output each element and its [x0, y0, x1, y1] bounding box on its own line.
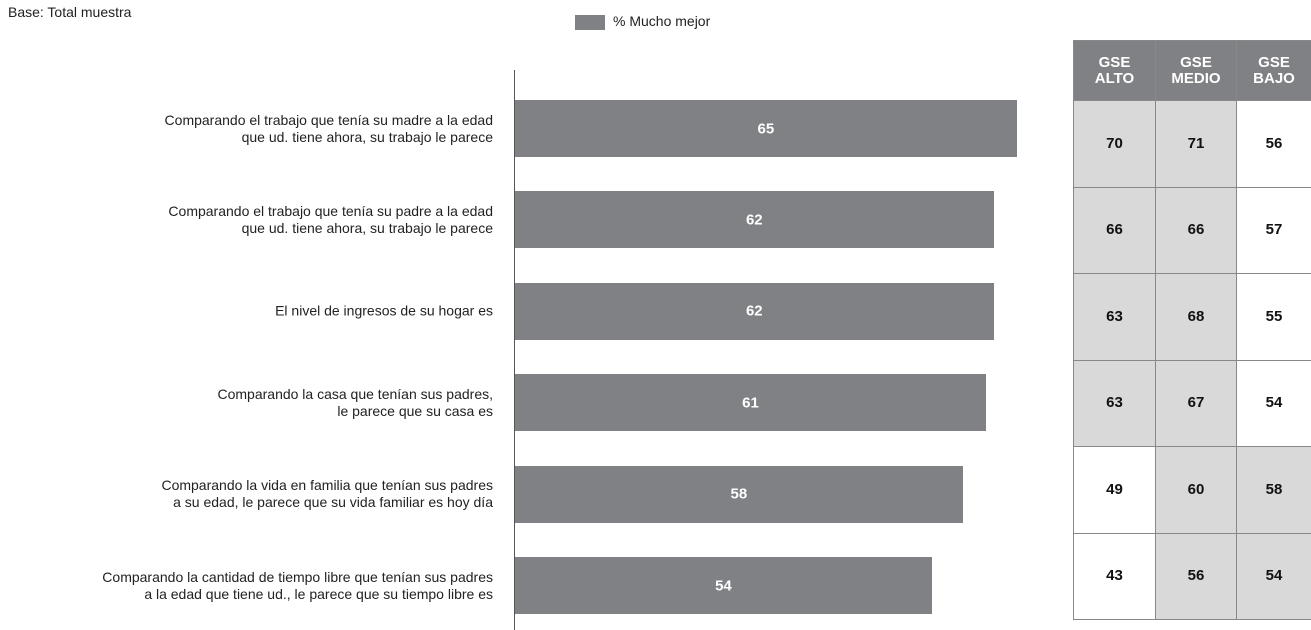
table-cell: 63 [1073, 273, 1156, 361]
table-cell: 63 [1073, 359, 1156, 447]
value-label: 62 [745, 211, 763, 229]
legend-label: % Mucho mejor [613, 13, 711, 29]
category-label: Comparando la casa que tenían sus padres… [217, 385, 493, 419]
table-cell: 68 [1155, 273, 1237, 361]
table-cell: 70 [1073, 100, 1156, 188]
bar [515, 557, 932, 614]
table-cell: 67 [1155, 359, 1237, 447]
table-cell: 55 [1236, 273, 1311, 361]
table-cell: 57 [1236, 186, 1311, 274]
table-cell: 56 [1155, 532, 1237, 620]
category-label: Comparando la cantidad de tiempo libre q… [102, 568, 493, 602]
value-label: 62 [745, 302, 763, 320]
category-label: Comparando el trabajo que tenía su madre… [164, 111, 493, 145]
value-label: 54 [715, 577, 732, 594]
category-label: El nivel de ingresos de su hogar es [275, 302, 493, 319]
table-cell: 66 [1073, 186, 1156, 274]
table-header: GSE MEDIO [1155, 40, 1237, 101]
bar [515, 465, 963, 523]
table-header: GSE BAJO [1236, 40, 1311, 101]
table-cell: 71 [1155, 100, 1237, 188]
bar [515, 374, 986, 432]
legend-swatch [575, 15, 605, 30]
axis-line [514, 70, 515, 630]
value-label: 65 [757, 120, 775, 137]
table-cell: 49 [1073, 446, 1156, 534]
value-label: 58 [730, 485, 748, 503]
category-label: Comparando el trabajo que tenía su padre… [168, 202, 493, 236]
category-label: Comparando la vida en familia que tenían… [161, 477, 493, 511]
subtitle: Base: Total muestra [8, 4, 132, 20]
table-header: GSE ALTO [1073, 40, 1156, 101]
table-cell: 43 [1073, 532, 1156, 620]
table-cell: 66 [1155, 186, 1237, 274]
table-cell: 54 [1236, 359, 1311, 447]
value-label: 61 [742, 394, 759, 412]
table-cell: 60 [1155, 446, 1237, 534]
table-cell: 58 [1236, 446, 1311, 534]
bar [515, 282, 994, 340]
bar [515, 100, 1017, 157]
table-cell: 54 [1236, 532, 1311, 620]
bar [515, 191, 994, 249]
table-cell: 56 [1236, 100, 1311, 188]
